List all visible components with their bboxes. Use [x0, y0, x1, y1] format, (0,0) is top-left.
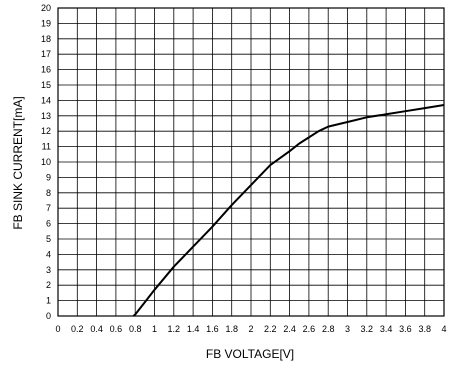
x-tick-label: 2.4: [283, 324, 296, 334]
y-axis-title: FB SINK CURRENT[mA]: [11, 96, 25, 229]
y-tick-label: 17: [41, 49, 51, 59]
x-tick-label: 3.4: [380, 324, 393, 334]
y-tick-label: 8: [46, 188, 51, 198]
grid: [57, 7, 445, 317]
y-tick-label: 1: [46, 296, 51, 306]
plot-frame: [57, 7, 445, 317]
x-tick-label: 0.4: [90, 324, 103, 334]
x-tick-label: 0.2: [71, 324, 84, 334]
x-tick-label: 2.6: [303, 324, 316, 334]
series-line: [132, 104, 445, 317]
y-tick-label: 6: [46, 219, 51, 229]
x-tick-label: 2: [248, 324, 253, 334]
y-tick-label: 0: [46, 311, 51, 321]
y-tick-label: 20: [41, 3, 51, 13]
x-tick-label: 3.8: [418, 324, 431, 334]
x-tick-labels: 0 0.2 0.4 0.6 0.8 1 1.2 1.4 1.6 1.8 2 2.2 2.4 2.6 2.8 3…: [55, 324, 446, 334]
y-tick-label: 5: [46, 234, 51, 244]
x-tick-label: 1.2: [168, 324, 181, 334]
x-tick-label: 0: [55, 324, 60, 334]
y-tick-label: 10: [41, 157, 51, 167]
x-tick-label: 1.6: [206, 324, 219, 334]
y-tick-label: 18: [41, 34, 51, 44]
y-tick-label: 13: [41, 111, 51, 121]
y-tick-label: 11: [42, 142, 51, 152]
y-tick-label: 19: [41, 18, 51, 28]
y-tick-label: 16: [41, 65, 51, 75]
y-tick-label: 9: [46, 172, 51, 182]
x-tick-label: 3: [345, 324, 350, 334]
x-tick-label: 1: [152, 324, 157, 334]
y-tick-label: 15: [41, 80, 51, 90]
y-tick-label: 4: [46, 249, 51, 259]
y-tick-label: 14: [41, 95, 51, 105]
x-tick-label: 3.6: [399, 324, 412, 334]
y-tick-label: 12: [41, 126, 51, 136]
x-tick-label: 3.2: [361, 324, 374, 334]
y-tick-label: 2: [46, 280, 51, 290]
x-tick-label: 0.8: [129, 324, 142, 334]
y-tick-label: 7: [46, 203, 51, 213]
x-tick-label: 4: [441, 324, 446, 334]
x-tick-label: 1.8: [225, 324, 238, 334]
y-tick-label: 3: [46, 265, 51, 275]
x-tick-label: 2.2: [264, 324, 277, 334]
x-tick-label: 2.8: [322, 324, 335, 334]
x-tick-label: 1.4: [187, 324, 200, 334]
x-axis-title: FB VOLTAGE[V]: [206, 347, 294, 361]
x-tick-label: 0.6: [110, 324, 123, 334]
